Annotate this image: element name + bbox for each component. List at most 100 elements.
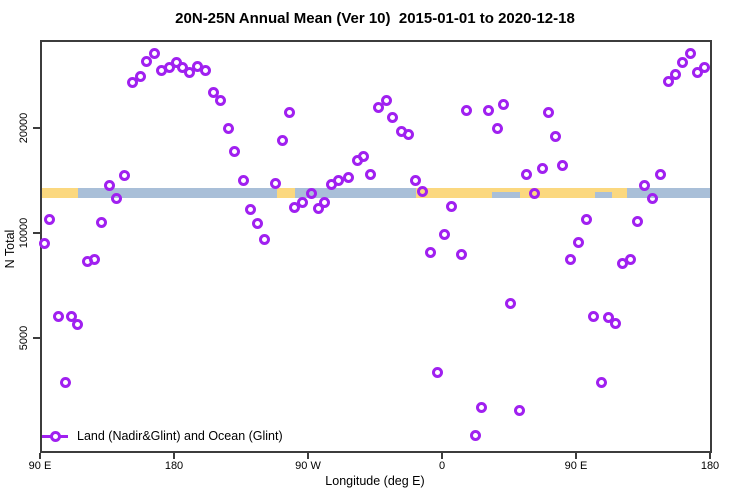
- data-point: [550, 130, 562, 142]
- x-tick-label: 90 W: [295, 460, 321, 472]
- data-point: [557, 159, 569, 171]
- data-point: [184, 66, 196, 78]
- data-point: [135, 71, 147, 83]
- map-band-ocean-gap: [594, 192, 612, 198]
- data-point: [514, 405, 526, 417]
- y-axis-label: N Total: [3, 229, 17, 269]
- x-tick: [575, 453, 577, 459]
- data-point: [222, 122, 234, 134]
- data-point: [685, 48, 697, 60]
- legend-label: Land (Nadir&Glint) and Ocean (Glint): [77, 429, 283, 443]
- data-point: [543, 106, 555, 118]
- x-tick-label: 90 E: [28, 460, 52, 472]
- data-point: [342, 172, 354, 184]
- data-point: [639, 180, 651, 192]
- map-band-land: [42, 187, 78, 198]
- data-point: [625, 254, 637, 266]
- data-point: [565, 253, 577, 265]
- data-point: [647, 193, 659, 205]
- data-point: [66, 310, 78, 322]
- data-point: [603, 311, 615, 323]
- x-tick-label: 180: [164, 460, 184, 472]
- data-point: [663, 75, 675, 87]
- map-band-land: [416, 187, 627, 198]
- y-tick: [33, 337, 40, 339]
- data-point: [318, 196, 330, 208]
- data-point: [252, 217, 264, 229]
- data-point: [529, 187, 541, 199]
- y-tick-label: 10000: [18, 217, 30, 249]
- data-point: [238, 175, 250, 187]
- data-point: [482, 104, 494, 116]
- data-point: [424, 246, 436, 258]
- data-point: [699, 62, 711, 74]
- data-point: [372, 101, 384, 113]
- data-point: [581, 214, 593, 226]
- data-point: [245, 204, 257, 216]
- data-point: [52, 310, 64, 322]
- x-tick: [441, 453, 443, 459]
- data-point: [364, 169, 376, 181]
- x-tick: [173, 453, 175, 459]
- x-axis-label: Longitude (deg E): [325, 474, 425, 488]
- data-point: [119, 170, 131, 182]
- data-point: [573, 236, 585, 248]
- data-point: [259, 233, 271, 245]
- data-point: [632, 215, 644, 227]
- legend: Land (Nadir&Glint) and Ocean (Glint): [42, 428, 283, 444]
- data-point: [670, 69, 682, 81]
- data-point: [149, 48, 161, 60]
- x-tick: [709, 453, 711, 459]
- data-point: [357, 151, 369, 163]
- plot-area: [38, 40, 712, 453]
- data-point: [588, 310, 600, 322]
- chart-title: 20N-25N Annual Mean (Ver 10) 2015-01-01 …: [175, 10, 575, 27]
- x-tick-label: 180: [700, 460, 720, 472]
- data-point: [229, 146, 241, 158]
- data-point: [655, 169, 667, 181]
- data-point: [455, 249, 467, 261]
- data-point: [127, 76, 139, 88]
- data-point: [460, 104, 472, 116]
- data-point: [438, 229, 450, 241]
- data-point: [402, 129, 414, 141]
- data-point: [505, 298, 517, 310]
- legend-circle-icon: [50, 431, 61, 442]
- data-point: [59, 377, 71, 389]
- data-point: [305, 187, 317, 199]
- data-point: [283, 106, 295, 118]
- data-point: [386, 111, 398, 123]
- data-point: [208, 86, 220, 98]
- data-point: [610, 317, 622, 329]
- data-point: [89, 254, 101, 266]
- data-point: [270, 178, 282, 190]
- data-point: [431, 367, 443, 379]
- data-point: [492, 122, 504, 134]
- x-tick: [39, 453, 41, 459]
- data-point: [104, 180, 116, 192]
- data-point: [416, 186, 428, 198]
- map-band-ocean: [42, 187, 710, 198]
- x-tick-label: 90 E: [564, 460, 588, 472]
- data-point: [312, 203, 324, 215]
- data-point: [380, 94, 392, 106]
- data-point: [469, 430, 481, 442]
- map-band-ocean-gap: [491, 192, 520, 198]
- y-tick: [33, 232, 40, 234]
- map-band-land: [277, 187, 296, 198]
- y-tick-label: 5000: [18, 325, 30, 351]
- data-point: [44, 214, 56, 226]
- data-point: [215, 94, 227, 106]
- data-point: [296, 196, 308, 208]
- x-tick: [307, 453, 309, 459]
- data-point: [677, 57, 689, 69]
- data-point: [164, 62, 176, 74]
- data-point: [141, 56, 153, 68]
- data-point: [445, 200, 457, 212]
- data-point: [276, 135, 288, 147]
- data-point: [332, 175, 344, 187]
- y-tick-label: 20000: [18, 112, 30, 144]
- data-point: [409, 175, 421, 187]
- y-tick: [33, 127, 40, 129]
